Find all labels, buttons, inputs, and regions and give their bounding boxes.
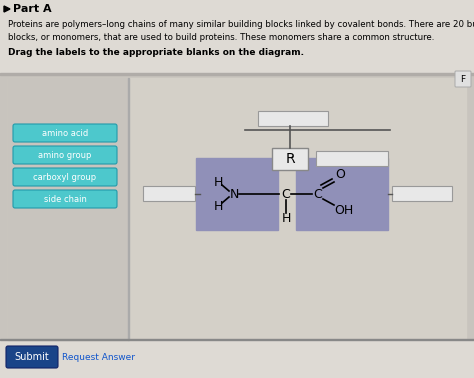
FancyBboxPatch shape xyxy=(13,146,117,164)
Bar xyxy=(8,78,466,340)
Text: Part A: Part A xyxy=(13,4,52,14)
Bar xyxy=(0,340,474,378)
Bar xyxy=(0,0,474,73)
Text: H: H xyxy=(281,212,291,226)
FancyBboxPatch shape xyxy=(455,71,471,87)
FancyBboxPatch shape xyxy=(13,190,117,208)
FancyBboxPatch shape xyxy=(392,186,452,201)
Text: Drag the labels to the appropriate blanks on the diagram.: Drag the labels to the appropriate blank… xyxy=(8,48,304,57)
FancyBboxPatch shape xyxy=(272,148,308,170)
Text: carboxyl group: carboxyl group xyxy=(34,172,97,181)
Text: amino acid: amino acid xyxy=(42,129,88,138)
Text: O: O xyxy=(335,167,345,181)
Text: C: C xyxy=(314,187,322,200)
Bar xyxy=(0,73,474,75)
Bar xyxy=(128,78,129,340)
Bar xyxy=(296,158,388,230)
FancyBboxPatch shape xyxy=(13,168,117,186)
Text: OH: OH xyxy=(334,204,354,217)
Text: F: F xyxy=(460,74,465,84)
Bar xyxy=(196,158,278,230)
Text: N: N xyxy=(229,187,239,200)
Polygon shape xyxy=(4,6,10,12)
Text: Proteins are polymers–long chains of many similar building blocks linked by cova: Proteins are polymers–long chains of man… xyxy=(8,20,474,42)
FancyBboxPatch shape xyxy=(13,124,117,142)
Text: Submit: Submit xyxy=(15,352,49,362)
FancyBboxPatch shape xyxy=(316,151,388,166)
Bar xyxy=(8,78,128,340)
Bar xyxy=(0,339,474,340)
Text: C: C xyxy=(282,187,291,200)
Text: side chain: side chain xyxy=(44,195,86,203)
FancyBboxPatch shape xyxy=(6,346,58,368)
Text: amino group: amino group xyxy=(38,150,91,160)
FancyBboxPatch shape xyxy=(143,186,195,201)
Text: R: R xyxy=(285,152,295,166)
Text: H: H xyxy=(213,175,223,189)
Text: Request Answer: Request Answer xyxy=(62,353,135,361)
FancyBboxPatch shape xyxy=(258,111,328,126)
Text: H: H xyxy=(213,200,223,212)
